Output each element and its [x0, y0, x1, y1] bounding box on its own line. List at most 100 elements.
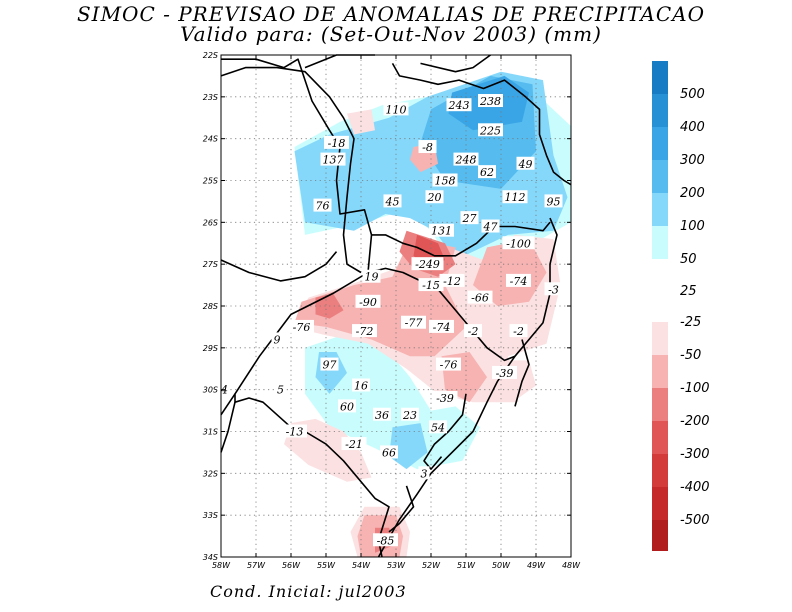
- value-label: 20: [427, 191, 442, 204]
- value-label: -2: [513, 325, 524, 338]
- boundary-line: [420, 54, 491, 73]
- legend-swatch-negative: [652, 487, 668, 520]
- legend-label-positive: 400: [680, 120, 705, 135]
- value-label: 62: [480, 166, 494, 179]
- legend-swatch-negative: [652, 454, 668, 487]
- value-label: 9: [274, 333, 281, 346]
- value-label-bg: [502, 236, 535, 250]
- value-label: 95: [547, 195, 561, 208]
- lat-tick-label: 30S: [203, 386, 218, 395]
- boundary-lines: [220, 54, 572, 558]
- value-label: 60: [340, 400, 354, 413]
- value-label-bg: [355, 294, 381, 308]
- value-label-bg: [436, 357, 461, 371]
- value-label-bg: [467, 290, 493, 304]
- lon-tick-label: 55W: [317, 561, 336, 570]
- value-label-bg: [324, 135, 349, 149]
- map-title-line2: Valido para: (Set-Out-Nov 2003) (mm): [180, 22, 602, 46]
- value-label: -249: [415, 258, 440, 271]
- value-label-bg: [544, 194, 563, 208]
- anomaly-region-pos1: [305, 331, 480, 470]
- value-label: 248: [455, 154, 477, 167]
- value-label: -12: [443, 275, 461, 288]
- lon-tick-label: 58W: [212, 561, 231, 570]
- value-label: 112: [505, 191, 526, 204]
- value-label: -3: [548, 283, 559, 296]
- value-labels: 110 243 238 225 -8 -18 137 248 49 62 158 20 45 76 112 9…: [219, 94, 563, 547]
- value-label-bg: [429, 420, 447, 434]
- legend-label-negative: -200: [680, 414, 710, 429]
- value-label: 158: [435, 175, 456, 188]
- map-title-line1: SIMOC - PREVISAO DE ANOMALIAS DE PRECIPI…: [76, 2, 706, 26]
- lon-tick-label: 53W: [387, 561, 406, 570]
- value-label-bg: [282, 424, 307, 438]
- lon-tick-label: 57W: [247, 561, 266, 570]
- value-label: -15: [422, 279, 440, 292]
- value-label-bg: [464, 324, 482, 338]
- legend-swatch-positive: [652, 127, 668, 160]
- value-label-bg: [506, 273, 531, 287]
- value-label-bg: [509, 324, 528, 338]
- value-label-bg: [516, 156, 535, 170]
- legend-label-positive: 100: [680, 219, 705, 234]
- lon-tick-label: 52W: [422, 561, 441, 570]
- value-label: -72: [356, 325, 374, 338]
- boundary-line: [514, 339, 530, 407]
- value-label: 3: [421, 467, 428, 480]
- value-label-bg: [380, 445, 398, 459]
- value-label-bg: [429, 223, 454, 237]
- value-label-bg: [502, 190, 528, 204]
- lat-tick-label: 31S: [203, 428, 218, 437]
- value-label-bg: [478, 94, 503, 108]
- value-label-bg: [352, 324, 377, 338]
- value-label: -76: [440, 359, 458, 372]
- legend-swatch-negative: [652, 520, 668, 551]
- lat-tick-label: 29S: [203, 344, 218, 353]
- value-label: 243: [448, 99, 470, 112]
- legend-swatch-positive: [652, 61, 668, 94]
- value-label-bg: [362, 269, 381, 283]
- lon-tick-label: 54W: [352, 561, 371, 570]
- lon-tick-label: 49W: [527, 561, 546, 570]
- value-label-bg: [446, 98, 472, 112]
- legend-label-negative: -25: [680, 315, 701, 330]
- value-label-bg: [544, 282, 563, 296]
- boundary-line: [391, 63, 572, 186]
- value-label-bg: [418, 140, 437, 154]
- legend-label-positive: 300: [680, 153, 705, 168]
- value-label-bg: [320, 357, 339, 371]
- value-label: 16: [354, 379, 368, 392]
- value-label-bg: [481, 219, 500, 233]
- value-label-bg: [492, 365, 517, 379]
- value-label: -100: [506, 237, 531, 250]
- value-label-bg: [401, 407, 419, 421]
- value-label: 19: [365, 271, 379, 284]
- boundary-line: [377, 217, 558, 558]
- value-label: 66: [382, 446, 396, 459]
- legend-swatch-negative: [652, 355, 668, 388]
- boundary-line: [367, 267, 516, 362]
- value-label-bg: [478, 123, 503, 137]
- legend-label-positive: 500: [680, 87, 705, 102]
- axis-ticks: 22S23S24S25S26S27S28S29S30S31S32S33S34S5…: [203, 51, 581, 570]
- value-label-bg: [418, 466, 430, 480]
- value-label-bg: [352, 378, 370, 392]
- value-label-bg: [418, 278, 444, 292]
- value-label: -90: [359, 296, 377, 309]
- value-label: -13: [286, 426, 304, 439]
- value-label-bg: [429, 319, 454, 333]
- value-label-bg: [432, 173, 458, 187]
- boundary-line: [220, 66, 362, 274]
- value-label-bg: [320, 152, 346, 166]
- lat-tick-label: 33S: [203, 511, 218, 520]
- boundary-line: [220, 393, 236, 416]
- boundary-line: [221, 58, 390, 558]
- boundary-line: [371, 221, 551, 257]
- legend-label-negative: -400: [680, 480, 710, 495]
- value-label: -85: [377, 534, 395, 547]
- value-label-bg: [478, 165, 496, 179]
- legend-label-positive: 50: [680, 252, 697, 267]
- value-label-bg: [432, 391, 458, 405]
- value-label-bg: [383, 194, 402, 208]
